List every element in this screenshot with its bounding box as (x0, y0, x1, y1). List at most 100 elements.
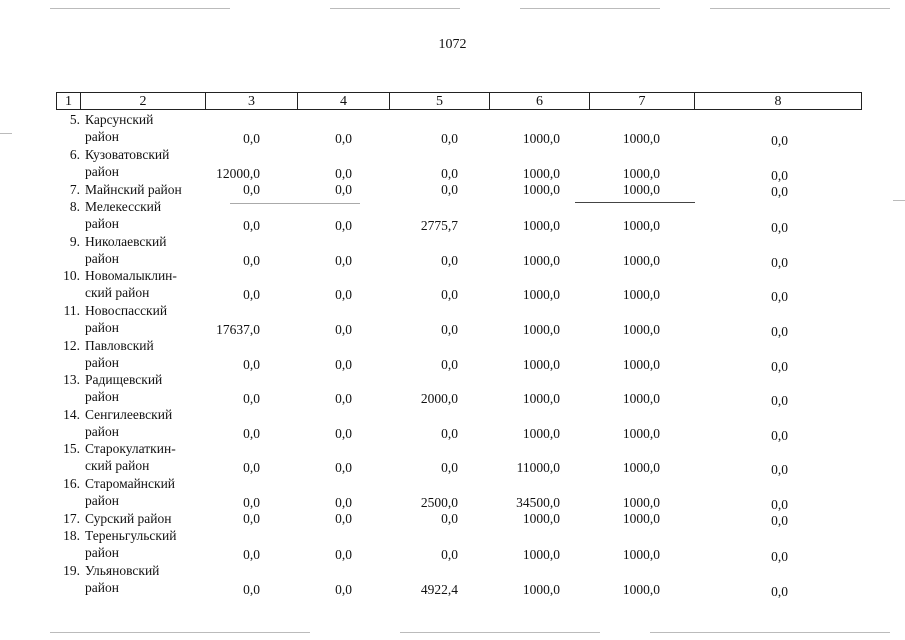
value-col-4: 0,0 (335, 357, 352, 372)
value-col-3: 0,0 (243, 582, 260, 597)
district-name: Старокулаткин- (85, 441, 176, 456)
value-col-5: 0,0 (441, 182, 458, 197)
scan-artifact (575, 202, 695, 203)
value-col-5: 0,0 (441, 426, 458, 441)
value-col-7: 1000,0 (622, 495, 660, 510)
value-col-4: 0,0 (335, 131, 352, 146)
value-col-7: 1000,0 (622, 287, 660, 302)
value-col-5: 2775,7 (420, 218, 458, 233)
scan-artifact (50, 8, 230, 9)
value-col-5: 0,0 (441, 511, 458, 526)
district-name: ский район (85, 458, 150, 473)
table-header: 1 2 3 4 5 6 7 8 (56, 92, 862, 110)
value-col-3: 0,0 (243, 182, 260, 197)
value-col-5: 0,0 (441, 357, 458, 372)
value-col-7: 1000,0 (622, 131, 660, 146)
value-col-4: 0,0 (335, 426, 352, 441)
value-col-6: 1000,0 (522, 357, 560, 372)
value-col-8: 0,0 (771, 359, 788, 374)
value-col-6: 34500,0 (516, 495, 560, 510)
row-number: 7. (69, 182, 80, 197)
value-col-4: 0,0 (335, 460, 352, 475)
value-col-6: 1000,0 (522, 547, 560, 562)
value-col-8: 0,0 (771, 133, 788, 148)
row-number: 10. (63, 268, 80, 283)
value-col-3: 0,0 (243, 357, 260, 372)
value-col-3: 17637,0 (216, 322, 260, 337)
row-number: 13. (63, 372, 80, 387)
value-col-6: 1000,0 (522, 582, 560, 597)
row-number: 5. (69, 112, 80, 127)
value-col-3: 0,0 (243, 547, 260, 562)
value-col-5: 0,0 (441, 253, 458, 268)
value-col-6: 1000,0 (522, 218, 560, 233)
district-name: Павловский (85, 338, 154, 353)
value-col-5: 4922,4 (420, 582, 458, 597)
value-col-8: 0,0 (771, 462, 788, 477)
scan-artifact (230, 203, 360, 204)
value-col-8: 0,0 (771, 184, 788, 199)
row-number: 9. (69, 234, 80, 249)
row-number: 8. (69, 199, 80, 214)
row-number: 11. (63, 303, 80, 318)
district-name: район (85, 164, 119, 179)
value-col-3: 0,0 (243, 391, 260, 406)
district-name: Старомайнский (85, 476, 176, 491)
value-col-4: 0,0 (335, 253, 352, 268)
district-name: район (85, 580, 119, 595)
district-name: район (85, 251, 119, 266)
value-col-5: 0,0 (441, 287, 458, 302)
district-name: Новоспасский (85, 303, 168, 318)
value-col-4: 0,0 (335, 547, 352, 562)
value-col-6: 1000,0 (522, 511, 560, 526)
value-col-3: 0,0 (243, 460, 260, 475)
value-col-6: 1000,0 (522, 287, 560, 302)
district-name: Майнский район (85, 182, 182, 197)
district-name: Карсунский (85, 112, 154, 127)
district-name: район (85, 129, 119, 144)
row-number: 15. (63, 441, 80, 456)
value-col-7: 1000,0 (622, 182, 660, 197)
value-col-6: 1000,0 (522, 182, 560, 197)
value-col-7: 1000,0 (622, 322, 660, 337)
row-number: 16. (63, 476, 80, 491)
district-name: район (85, 493, 119, 508)
value-col-5: 0,0 (441, 547, 458, 562)
value-col-7: 1000,0 (622, 547, 660, 562)
value-col-8: 0,0 (771, 393, 788, 408)
scan-artifact (0, 133, 12, 134)
value-col-7: 1000,0 (622, 391, 660, 406)
value-col-5: 0,0 (441, 322, 458, 337)
value-col-6: 1000,0 (522, 131, 560, 146)
value-col-8: 0,0 (771, 168, 788, 183)
value-col-7: 1000,0 (622, 218, 660, 233)
value-col-4: 0,0 (335, 511, 352, 526)
district-name: Мелекесский (85, 199, 162, 214)
value-col-3: 0,0 (243, 426, 260, 441)
value-col-3: 0,0 (243, 253, 260, 268)
value-col-8: 0,0 (771, 584, 788, 599)
value-col-4: 0,0 (335, 287, 352, 302)
value-col-8: 0,0 (771, 428, 788, 443)
value-col-8: 0,0 (771, 497, 788, 512)
district-name: Радищевский (85, 372, 163, 387)
value-col-5: 0,0 (441, 131, 458, 146)
value-col-8: 0,0 (771, 255, 788, 270)
value-col-4: 0,0 (335, 391, 352, 406)
value-col-5: 0,0 (441, 166, 458, 181)
value-col-4: 0,0 (335, 582, 352, 597)
header-col-6: 6 (489, 93, 589, 109)
district-name: район (85, 355, 119, 370)
header-col-3: 3 (205, 93, 297, 109)
district-name: Сенгилеевский (85, 407, 173, 422)
value-col-4: 0,0 (335, 218, 352, 233)
value-col-6: 1000,0 (522, 426, 560, 441)
value-col-7: 1000,0 (622, 357, 660, 372)
page-number: 1072 (438, 37, 467, 52)
value-col-8: 0,0 (771, 513, 788, 528)
scan-artifact (520, 8, 660, 9)
district-name: район (85, 389, 119, 404)
value-col-7: 1000,0 (622, 166, 660, 181)
scan-artifact (50, 632, 310, 633)
district-name: район (85, 545, 119, 560)
